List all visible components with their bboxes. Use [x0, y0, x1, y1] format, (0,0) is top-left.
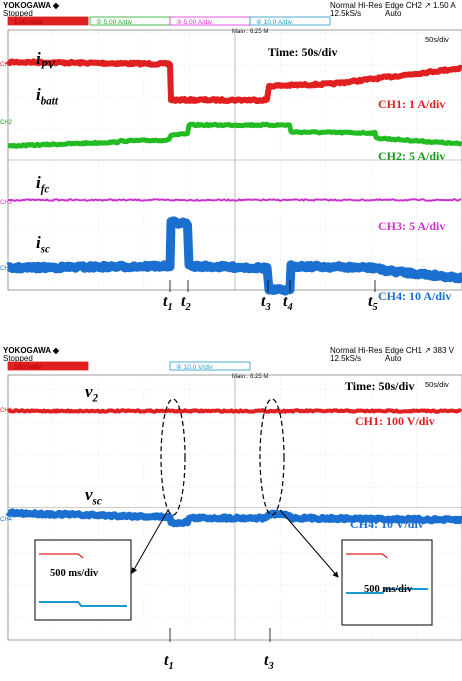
- channel-tag: CH4: [0, 517, 13, 523]
- trace-label-sub: fc: [41, 183, 50, 195]
- channel-scale-note: CH4: 10 A/div: [378, 289, 451, 303]
- channel-scale: 1.00 A/div: [14, 19, 43, 26]
- channel-scale-note: CH2: 5 A/div: [378, 149, 445, 163]
- time-marker-sub: 1: [168, 661, 173, 672]
- channel-tag: CH3: [0, 200, 13, 206]
- time-marker-sub: 4: [286, 302, 292, 313]
- trace-label-sub: sc: [92, 495, 102, 507]
- time-marker-sub: 3: [264, 302, 270, 313]
- channel-scale-note: CH4: 10 V/div: [350, 517, 424, 531]
- rate: 12.5kS/s: [330, 9, 361, 18]
- time-marker: t3: [261, 293, 271, 313]
- channel-tag: CH1: [0, 62, 13, 68]
- waveform: [8, 410, 461, 411]
- inset-scale: 500 ms/div: [364, 584, 413, 595]
- channel-scale: 100 V/div: [14, 364, 42, 371]
- time-marker-sub: 3: [267, 661, 273, 672]
- rate: 12.5kS/s: [330, 354, 361, 363]
- time-marker-sub: 2: [184, 302, 190, 313]
- time-marker: t4: [283, 293, 293, 313]
- trace-label-sub: batt: [41, 95, 59, 107]
- time-marker-sub: 1: [167, 302, 172, 313]
- time-marker: t1: [164, 652, 174, 672]
- inset: [35, 540, 131, 620]
- channel-tag: CH4: [0, 266, 13, 272]
- channel-scale-note: CH1: 100 V/div: [355, 414, 435, 428]
- trigger-mode: Auto: [385, 354, 402, 363]
- channel-tag: CH1: [0, 408, 13, 414]
- trace-label-sub: sc: [40, 243, 50, 255]
- channel-scale: ② 5.00 A/div: [96, 18, 133, 26]
- inset-scale: 500 ms/div: [50, 568, 99, 579]
- time-marker-sub: 5: [372, 302, 377, 313]
- trace-label-sub: PV: [41, 59, 57, 71]
- time-marker: t5: [368, 293, 378, 313]
- channel-scale: ④ 10.0 A/div: [256, 18, 293, 26]
- channel-scale-note: CH1: 1 A/div: [378, 97, 445, 111]
- trigger-mode: Auto: [385, 9, 402, 18]
- figure: YOKOGAWA ◆StoppedNormal Hi-Res12.5kS/sEd…: [0, 0, 462, 681]
- time-note: Time: 50s/div: [268, 45, 337, 59]
- time-marker: t2: [181, 293, 191, 313]
- channel-scale-note: CH3: 5 A/div: [378, 219, 445, 233]
- time-marker: t1: [163, 293, 173, 313]
- channel-scale: ④ 10.0 V/div: [176, 363, 213, 371]
- trace-label-sub: 2: [92, 392, 99, 404]
- inset: [342, 540, 432, 625]
- time-marker: t3: [264, 652, 274, 672]
- time-note: Time: 50s/div: [345, 379, 414, 393]
- channel-tag: CH2: [0, 120, 13, 126]
- channel-scale: ③ 5.00 A/div: [176, 18, 213, 26]
